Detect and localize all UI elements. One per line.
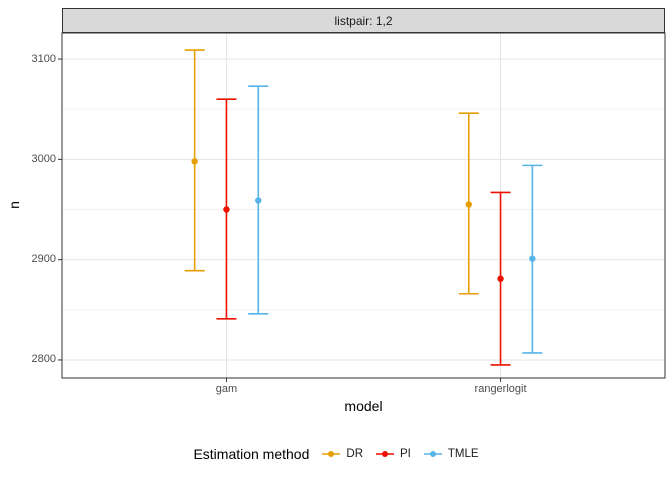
panel-border [61,32,666,379]
pointrange-TMLE-gam [248,85,269,315]
y-tick-label-3100: 3100 [31,52,56,65]
point-estimate [497,275,504,282]
y-tick-label-2800: 2800 [31,353,56,366]
panel-background [62,33,665,378]
legend-key-TMLE-icon [423,451,442,457]
legend-label-DR: DR [346,448,364,460]
x-axis-title: model [344,398,383,414]
legend-entry-TMLE: TMLE [423,448,479,460]
y-tick-label-2900: 2900 [31,253,56,266]
x-tick-label-rangerlogit: rangerlogit [474,383,527,395]
legend-entries: DR PI TMLE [321,448,479,460]
legend-entry-DR: DR [321,448,363,460]
legend: Estimation method DR PI TMLE [0,441,672,467]
pointrange-TMLE-rangerlogit [522,164,543,354]
x-tick-label-gam: gam [215,383,238,395]
legend-label-PI: PI [400,448,411,460]
pointrange-DR-gam [184,49,205,272]
pointrange-PI-rangerlogit [490,191,511,366]
pointrange-PI-gam [216,98,237,320]
point-estimate [191,158,198,165]
y-axis-title: n [6,201,22,209]
legend-key-point [429,451,436,457]
legend-entry-PI: PI [375,448,411,460]
legend-key-point [382,451,389,457]
facet-strip-label: listpair: 1,2 [334,13,393,28]
legend-key-point [328,451,335,457]
point-estimate [255,197,262,204]
point-estimate [223,206,230,213]
point-estimate [529,255,536,262]
legend-key-DR-icon [322,451,341,457]
y-tick-label-3000: 3000 [31,152,56,165]
legend-label-TMLE: TMLE [447,448,479,460]
facet-strip: listpair: 1,2 [62,8,665,33]
legend-title: Estimation method [193,446,310,462]
legend-key-PI-icon [376,451,395,457]
point-estimate [465,201,472,208]
pointrange-DR-rangerlogit [458,112,479,295]
